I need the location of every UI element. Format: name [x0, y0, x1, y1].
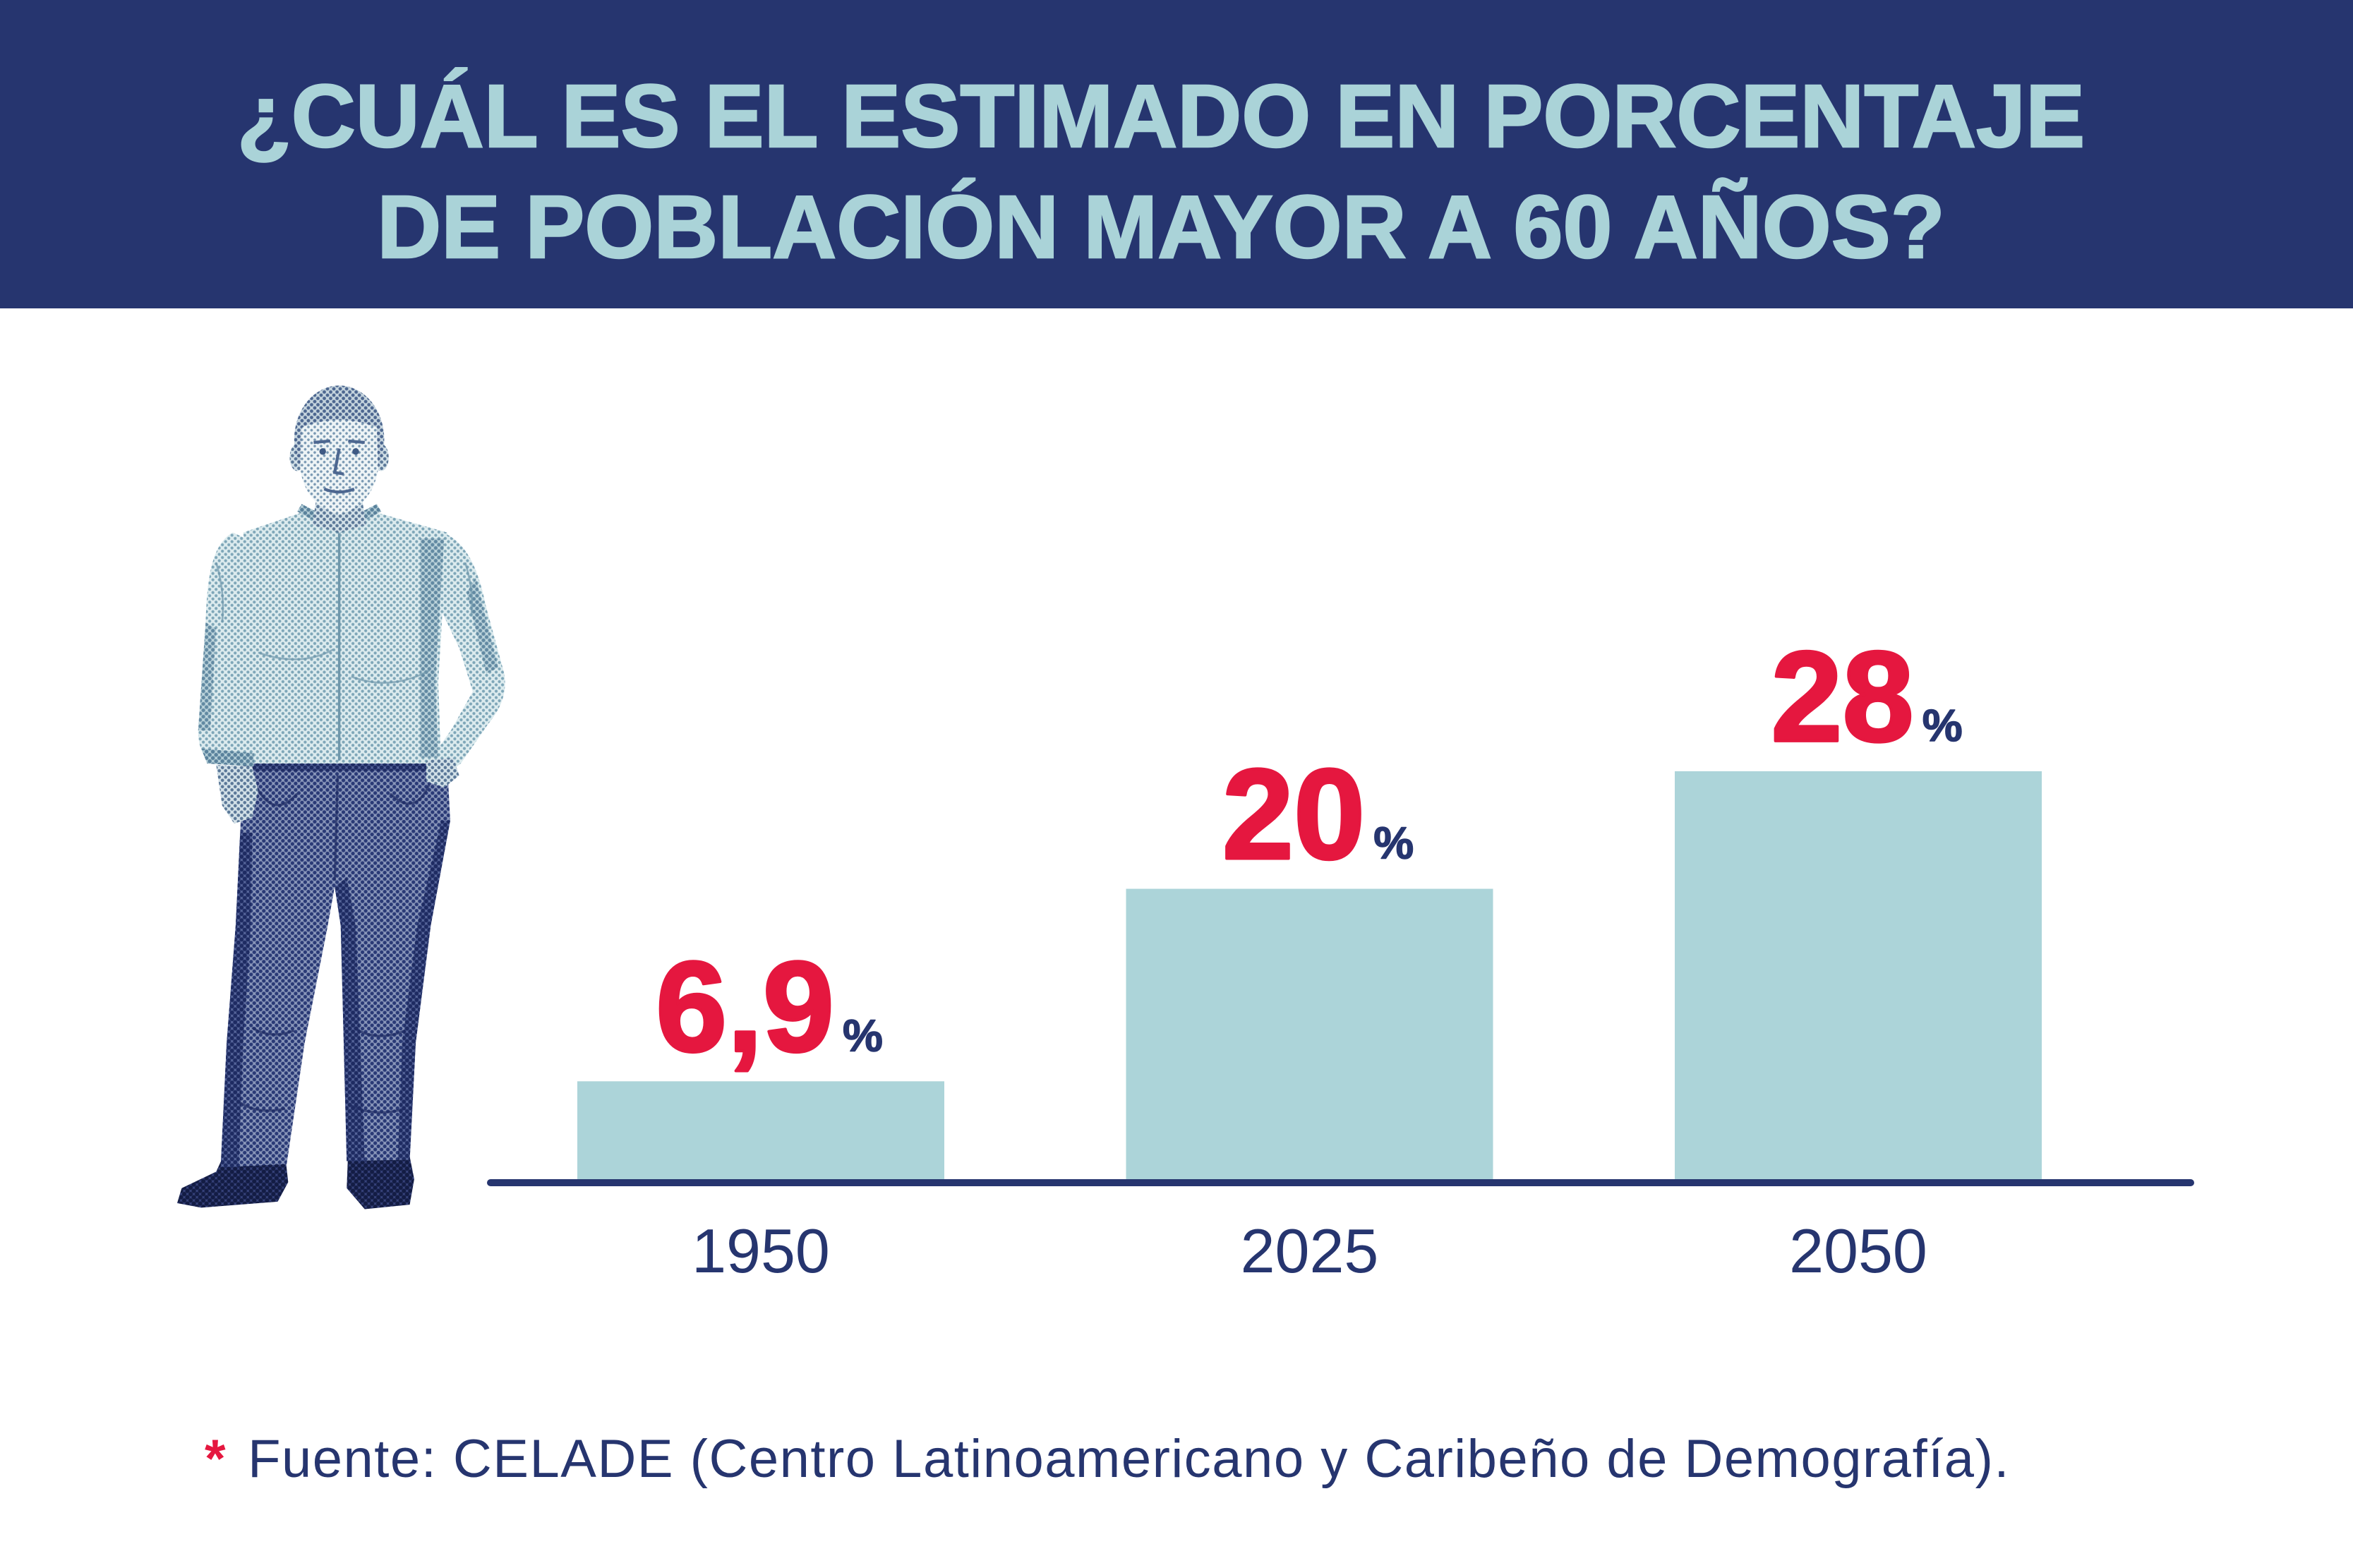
footnote-asterisk: *	[205, 1429, 227, 1489]
header-banner: ¿CUÁL ES EL ESTIMADO EN PORCENTAJE DE PO…	[0, 0, 2353, 308]
face-features	[313, 439, 365, 494]
right-eye	[352, 448, 359, 455]
face	[300, 420, 378, 515]
jeans-shadow	[220, 820, 450, 1167]
right-hand	[426, 757, 459, 788]
person-halftone-image	[177, 385, 505, 1210]
bar-chart: 6,9 % 1950 20 % 2025 28 % 2050	[487, 623, 2194, 1286]
left-eye	[319, 448, 326, 455]
shirt-folds	[215, 562, 474, 684]
value-unit-1950: %	[843, 1010, 883, 1061]
source-footnote: * Fuente: CELADE (Centro Latinoamericano …	[205, 1433, 2010, 1486]
left-cuff	[201, 748, 254, 767]
value-unit-2025: %	[1373, 818, 1414, 869]
shirt-body	[243, 512, 447, 764]
value-label-2025: 20%	[1222, 742, 1414, 886]
value-number-1950: 6,9	[656, 934, 834, 1078]
category-label-2050: 2050	[1789, 1216, 1927, 1286]
person-head	[289, 385, 389, 533]
chart-title-line-1: ¿CUÁL ES EL ESTIMADO EN PORCENTAJE	[236, 66, 2086, 167]
person-hands	[216, 757, 459, 824]
person-shirt	[198, 504, 505, 779]
value-label-1950: 6,9%	[656, 934, 883, 1078]
shirt-right-sleeve	[428, 531, 505, 779]
category-label-2025: 2025	[1241, 1216, 1379, 1286]
arm-gap	[440, 619, 470, 731]
bar-2050	[1675, 771, 2042, 1183]
value-label-2050: 28%	[1771, 625, 1962, 768]
left-shoe	[177, 1152, 289, 1208]
left-hand	[216, 765, 258, 824]
footnote-text: Fuente: CELADE (Centro Latinoamericano y…	[248, 1429, 2010, 1489]
person-shoes	[177, 1149, 414, 1210]
chart-title-line-2: DE POBLACIÓN MAYOR A 60 AÑOS?	[376, 176, 1946, 278]
shirt-shading	[198, 538, 498, 758]
value-number-2025: 20	[1222, 742, 1365, 886]
chart-title: ¿CUÁL ES EL ESTIMADO EN PORCENTAJE DE PO…	[0, 61, 2322, 282]
shirt-left-sleeve	[198, 532, 255, 766]
person-jeans	[220, 757, 450, 1167]
bar-1950	[577, 1081, 944, 1183]
jeans-folds	[239, 775, 431, 1114]
value-number-2050: 28	[1771, 625, 1913, 768]
value-unit-2050: %	[1922, 700, 1963, 751]
jeans	[220, 764, 450, 1167]
bar-2025	[1126, 888, 1493, 1183]
right-shoe	[347, 1149, 414, 1210]
category-label-1950: 1950	[692, 1216, 830, 1286]
